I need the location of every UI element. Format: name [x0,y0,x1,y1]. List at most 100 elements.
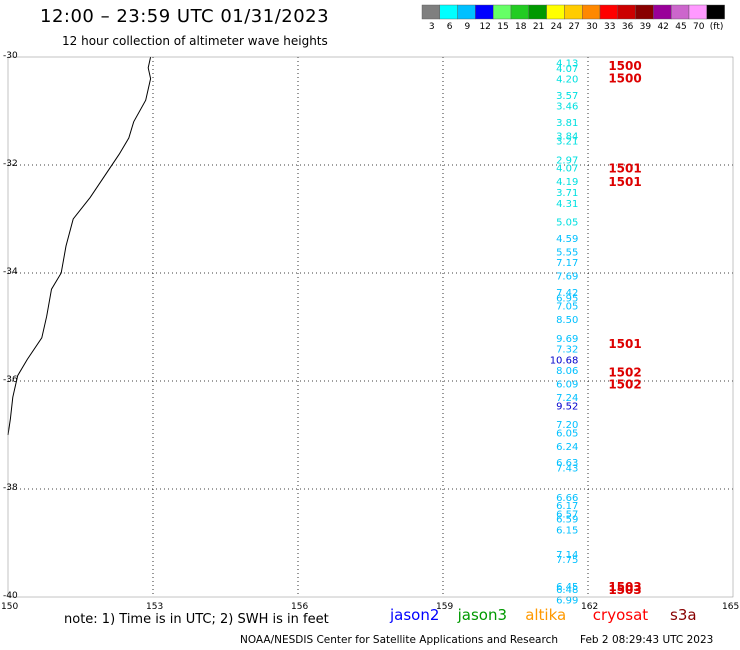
color-scale-label: 6 [446,22,453,32]
wave-height-reading: 10.68 [550,355,579,366]
longitude-label: 159 [436,602,454,612]
color-scale-label: 12 [479,22,491,32]
wave-height-reading: 6.99 [556,596,578,607]
color-scale-swatch [653,4,672,20]
wave-height-reading: 7.32 [556,345,578,356]
satellite-legend-item: jason3 [457,606,507,624]
color-scale-swatch [475,4,494,20]
wave-height-reading: 6.57 [556,509,578,520]
satellite-legend-item: jason2 [390,606,440,624]
wave-height-reading: 4.13 [556,58,578,69]
wave-height-reading: 4.20 [556,75,578,86]
satellite-legend-item: cryosat [592,606,649,624]
color-scale-swatch [546,4,565,20]
wave-height-reading: 6.17 [556,501,578,512]
wave-height-reading: 5.05 [556,218,578,229]
wave-height-reading: 6.63 [556,458,578,469]
latitude-label: -30 [3,51,18,61]
time-label: 1501 [608,175,641,189]
color-scale-label: 36 [621,22,634,32]
wave-height-reading: 4.07 [556,64,578,75]
wave-height-reading: 3.46 [556,102,578,113]
wave-height-reading: 7.43 [556,463,578,474]
color-scale-swatch [582,4,601,20]
color-scale-label: 15 [497,22,509,32]
color-scale-swatch [493,4,512,20]
latitude-label: -34 [3,267,18,277]
wave-height-reading: 7.69 [556,272,578,283]
satellite-legend-item: s3a [670,606,697,624]
color-scale-label: 24 [550,22,563,32]
wave-height-reading: 7.24 [556,393,578,404]
satellite-legend-item: altika [525,606,567,624]
wave-height-reading: 8.06 [556,366,578,377]
time-label: 1501 [608,162,641,176]
wave-height-reading: 7.05 [556,301,578,312]
latitude-label: -32 [3,159,18,169]
altimeter-track: 4.134.074.203.573.463.813.843.212.974.07… [550,58,642,606]
color-scale-swatch [706,4,725,20]
wave-height-reading: 6.45 [556,582,578,593]
wave-height-reading: 6.05 [556,428,578,439]
wave-height-reading: 5.55 [556,247,578,258]
color-scale-swatch [671,4,690,20]
color-scale-label: 30 [586,22,598,32]
time-label: 1500 [608,72,641,86]
color-scale-label: 45 [675,22,687,32]
wave-height-reading: 4.07 [556,164,578,175]
color-scale-label: 42 [657,22,669,32]
color-scale-label: 39 [639,22,652,32]
color-scale-swatch [617,4,636,20]
wave-height-reading: 6.66 [556,493,578,504]
color-scale-label: 3 [428,22,435,32]
wave-height-reading: 7.42 [556,288,578,299]
map-title: 12:00 – 23:59 UTC 01/31/2023 [40,6,330,27]
color-scale [421,4,725,20]
wave-height-reading: 6.48 [556,585,578,596]
wave-height-reading: 4.31 [556,199,578,210]
wave-height-reading: 6.15 [556,526,578,537]
longitude-label: 162 [581,602,599,612]
wave-height-reading: 3.84 [556,131,578,142]
wave-height-reading: 6.59 [556,515,578,526]
wave-height-reading: 8.50 [556,315,578,326]
latitude-label: -36 [3,375,18,385]
wave-height-reading: 7.20 [556,420,578,431]
wave-height-reading: 6.24 [556,442,578,453]
time-label: 1502 [608,378,641,392]
wave-height-reading: 7.14 [556,550,578,561]
color-scale-label: 9 [464,22,471,32]
color-scale-swatch [457,4,476,20]
wave-height-reading: 9.52 [556,401,578,412]
wave-height-reading: 2.97 [556,156,578,167]
color-scale-swatch [421,4,440,20]
color-scale-swatch [564,4,583,20]
color-scale-label: 33 [604,22,616,32]
wave-height-reading: 4.19 [556,177,578,188]
color-scale-swatch [528,4,547,20]
time-label: 1503 [608,583,641,597]
wave-height-reading: 6.09 [556,380,578,391]
wave-height-reading: 4.59 [556,234,578,245]
color-scale-label: 27 [568,22,580,32]
longitude-label: 165 [722,602,740,612]
wave-height-reading: 7.75 [556,555,578,566]
wave-height-reading: 3.71 [556,188,578,199]
color-scale-swatch [688,4,707,20]
color-scale-label: 18 [515,22,527,32]
coastline [7,56,152,436]
map-frame [7,56,734,598]
longitude-label: 153 [146,602,164,612]
longitude-label: 150 [1,602,19,612]
map-grid [8,57,733,597]
color-scale-label: (ft) [709,22,724,32]
note-text: note: 1) Time is in UTC; 2) SWH is in fe… [64,612,329,627]
time-label: 1502 [608,365,641,379]
time-label: 1500 [608,59,641,73]
wave-height-reading: 3.81 [556,118,578,129]
time-label: 1503 [608,580,641,594]
wave-height-reading: 6.95 [556,293,578,304]
color-scale-label: 70 [693,22,705,32]
color-scale-swatch [599,4,618,20]
